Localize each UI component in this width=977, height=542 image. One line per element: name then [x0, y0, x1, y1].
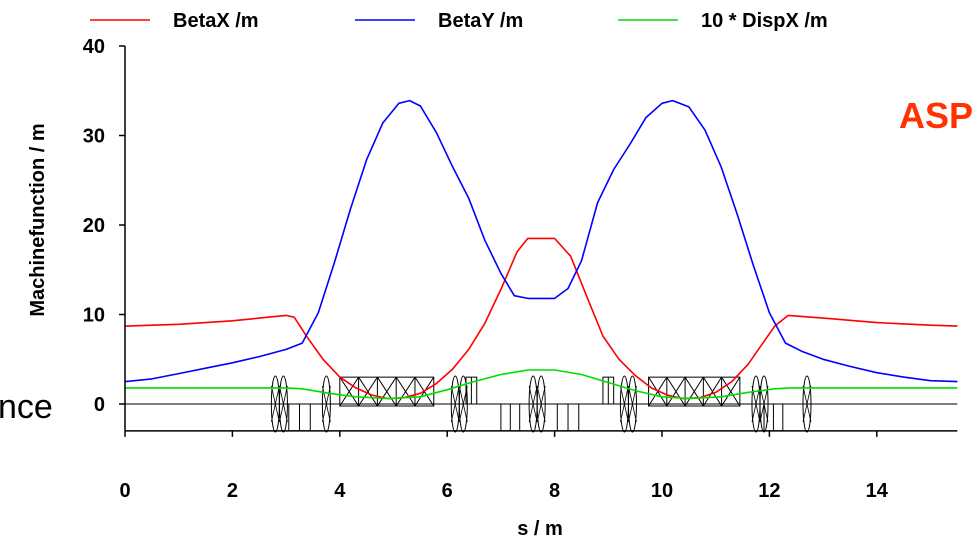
y-tick-label: 40 [83, 36, 105, 58]
series-line-0 [124, 237, 958, 400]
x-tick-label: 8 [549, 480, 560, 502]
asp-annotation: ASP [899, 95, 973, 136]
legend-label: 10 * DispX /m [701, 10, 828, 32]
axes: 0 10 20 30 40 0 2 4 6 8 10 12 14 [83, 36, 958, 502]
dipole-magnet [339, 376, 435, 407]
series-line-2 [125, 369, 958, 400]
x-tick-label: 14 [866, 480, 889, 502]
series-line-1 [124, 99, 958, 383]
x-tick-label: 2 [227, 480, 238, 502]
x-tick-label: 12 [758, 480, 780, 502]
corrector-below [556, 403, 580, 432]
x-axis-title: s / m [517, 518, 563, 540]
y-tick-label: 0 [94, 394, 105, 416]
legend-item: 10 * DispX /m [618, 10, 828, 32]
y-axis-title: Machinefunction / m [27, 123, 49, 316]
dipole-magnet [648, 376, 741, 407]
series-layer [124, 99, 958, 400]
nce-annotation: nce [0, 388, 53, 426]
corrector-below [288, 403, 311, 432]
legend-item: BetaX /m [90, 10, 259, 32]
corrector-below [500, 403, 521, 432]
x-tick-label: 6 [442, 480, 453, 502]
x-tick-label: 10 [651, 480, 673, 502]
legend: BetaX /m BetaY /m 10 * DispX /m [90, 10, 828, 32]
x-tick-label: 0 [119, 480, 130, 502]
y-tick-label: 10 [83, 305, 105, 327]
legend-label: BetaY /m [438, 10, 523, 32]
x-tick-label: 4 [334, 480, 346, 502]
y-tick-label: 20 [83, 215, 105, 237]
legend-item: BetaY /m [355, 10, 523, 32]
legend-label: BetaX /m [173, 10, 259, 32]
y-tick-label: 30 [83, 126, 105, 148]
